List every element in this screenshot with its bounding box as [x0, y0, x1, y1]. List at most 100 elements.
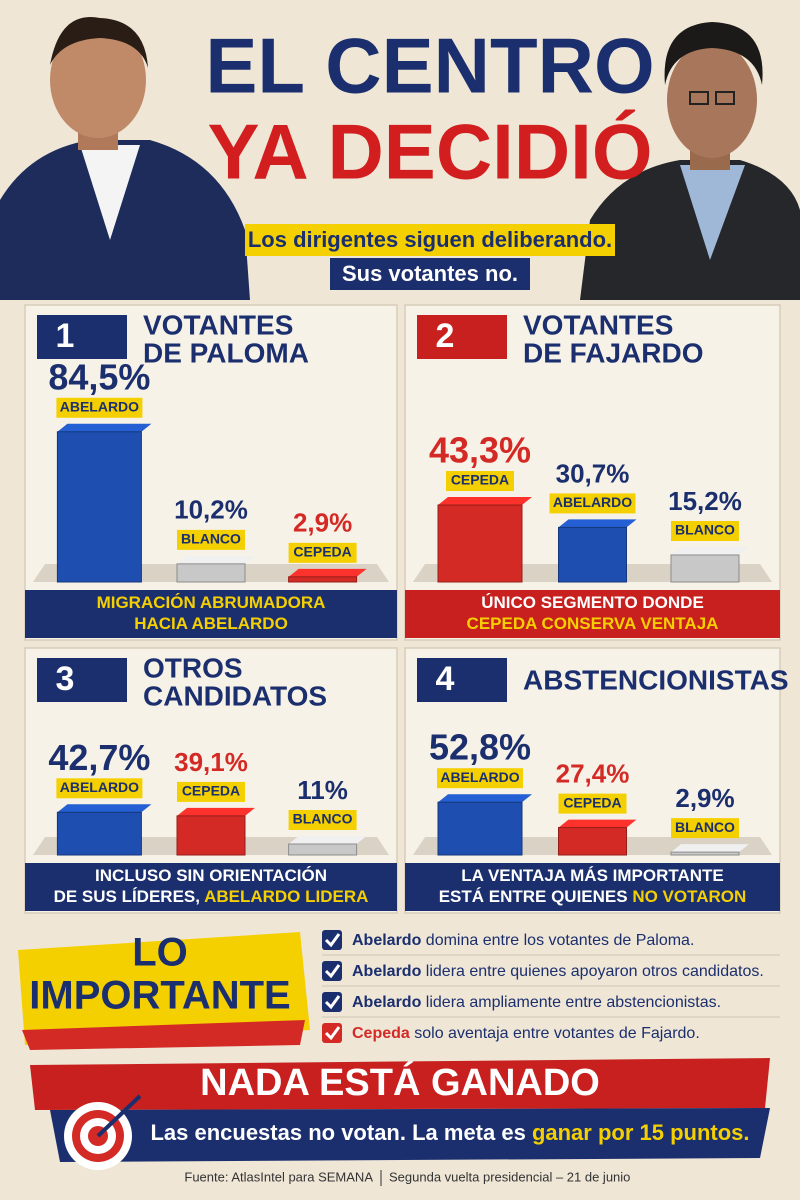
panel-title: DE PALOMA — [143, 337, 309, 368]
category-label: ABELARDO — [60, 398, 139, 414]
caption-line: LA VENTAJA MÁS IMPORTANTE — [461, 866, 724, 885]
bar — [670, 554, 740, 583]
item-text: lidera entre quienes apoyaron otros cand… — [421, 963, 763, 980]
summary-title: LO — [132, 931, 188, 975]
category-label: BLANCO — [293, 811, 353, 827]
summary-item: Abelardo lidera entre quienes apoyaron o… — [352, 963, 764, 980]
title-line: YA DECIDIÓ — [208, 108, 653, 196]
caption-band — [25, 590, 397, 638]
bar — [56, 431, 142, 583]
category-tag — [558, 793, 627, 814]
target-icon — [64, 1094, 142, 1170]
category-label: BLANCO — [675, 819, 735, 835]
item-text: solo aventaja entre votantes de Fajardo. — [410, 1025, 700, 1042]
caption-line: ESTÁ ENTRE QUIENES NO VOTARON — [439, 887, 747, 906]
category-tag — [549, 493, 636, 514]
summary-item: Cepeda solo aventaja entre votantes de F… — [352, 1025, 700, 1042]
caption-part: INCLUSO SIN ORIENTACIÓN — [95, 866, 327, 885]
caption-line: INCLUSO SIN ORIENTACIÓN — [95, 866, 327, 885]
summary-list: Abelardo domina entre los votantes de Pa… — [322, 930, 780, 1043]
caption-part: ABELARDO LIDERA — [204, 887, 368, 906]
subtitle: Sus votantes no. — [342, 261, 518, 286]
category-tag — [56, 778, 143, 799]
number-box — [37, 315, 127, 359]
bar-top — [177, 807, 255, 816]
caption-band — [25, 863, 397, 911]
panel-number: 3 — [56, 660, 75, 698]
category-tag — [288, 810, 357, 830]
caption-line: MIGRACIÓN ABRUMADORA — [97, 593, 326, 612]
panel-number: 4 — [436, 660, 455, 698]
category-label: BLANCO — [181, 531, 241, 547]
number-box — [417, 315, 507, 359]
category-tag — [177, 529, 245, 550]
value-label: 2,9% — [675, 783, 734, 813]
title-line: EL CENTRO — [205, 22, 654, 110]
person-right — [580, 22, 800, 300]
bar-top — [57, 423, 152, 432]
value-label: 30,7% — [556, 458, 630, 488]
tagline-highlight: ganar por 15 puntos. — [532, 1120, 750, 1145]
category-label: CEPEDA — [563, 794, 621, 810]
bar — [558, 827, 627, 856]
value-label: 2,9% — [293, 508, 352, 538]
bar — [56, 811, 142, 856]
caption-part: NO VOTARON — [632, 887, 746, 906]
panel-title: CANDIDATOS — [143, 680, 327, 711]
bar — [176, 815, 246, 856]
category-tag — [671, 818, 739, 839]
panel-title: DE FAJARDO — [523, 337, 703, 368]
summary-item: Abelardo domina entre los votantes de Pa… — [352, 932, 694, 949]
bar — [558, 526, 627, 583]
value-label: 39,1% — [174, 747, 248, 777]
check-box — [322, 930, 342, 950]
subtitle: Los dirigentes siguen deliberando. — [248, 227, 612, 252]
caption-part: DE SUS LÍDERES, — [54, 887, 205, 906]
caption-part: CEPEDA CONSERVA VENTAJA — [467, 614, 719, 633]
category-label: ABELARDO — [553, 494, 632, 510]
item-name: Abelardo — [352, 932, 422, 949]
check-mark — [324, 1026, 341, 1041]
check-box — [322, 961, 342, 981]
panel-number: 2 — [436, 317, 455, 355]
category-tag — [671, 520, 739, 541]
check-mark — [324, 933, 341, 948]
subtitle-box — [330, 258, 530, 290]
footer-banner — [30, 1058, 770, 1110]
bar-top — [558, 819, 637, 828]
bar-top — [438, 497, 532, 506]
caption-part: MIGRACIÓN ABRUMADORA — [97, 593, 326, 612]
panel-title: VOTANTES — [143, 309, 293, 340]
category-tag — [446, 471, 514, 492]
category-label: CEPEDA — [451, 472, 509, 488]
category-label: CEPEDA — [182, 783, 240, 799]
summary-title: IMPORTANTE — [29, 974, 290, 1018]
bar-top — [558, 519, 637, 528]
bar-top — [671, 546, 749, 555]
value-label: 27,4% — [556, 758, 630, 788]
value-label: 42,7% — [48, 737, 150, 778]
number-box — [37, 658, 127, 702]
caption-part: ÚNICO SEGMENTO DONDE — [481, 593, 704, 612]
subtitle-box — [245, 224, 615, 256]
item-text: lidera ampliamente entre abstencionistas… — [421, 994, 721, 1011]
source: Fuente: AtlasIntel para SEMANA — [184, 1169, 373, 1184]
source: Segunda vuelta presidencial – 21 de juni… — [389, 1169, 630, 1184]
bar — [176, 563, 246, 583]
summary-item: Abelardo lidera ampliamente entre absten… — [352, 994, 721, 1011]
check-mark — [324, 964, 341, 979]
item-name: Abelardo — [352, 994, 422, 1011]
check-box — [322, 1023, 342, 1043]
item-name: Abelardo — [352, 963, 422, 980]
item-text: domina entre los votantes de Paloma. — [421, 932, 694, 949]
caption-band — [405, 863, 780, 911]
brush — [18, 932, 310, 1045]
category-tag — [177, 781, 245, 802]
caption-line: DE SUS LÍDERES, ABELARDO LIDERA — [54, 887, 369, 906]
category-tag — [437, 768, 523, 789]
value-label: 11% — [297, 775, 348, 805]
value-label: 52,8% — [429, 727, 531, 768]
number-box — [417, 658, 507, 702]
footer-band — [50, 1108, 770, 1162]
